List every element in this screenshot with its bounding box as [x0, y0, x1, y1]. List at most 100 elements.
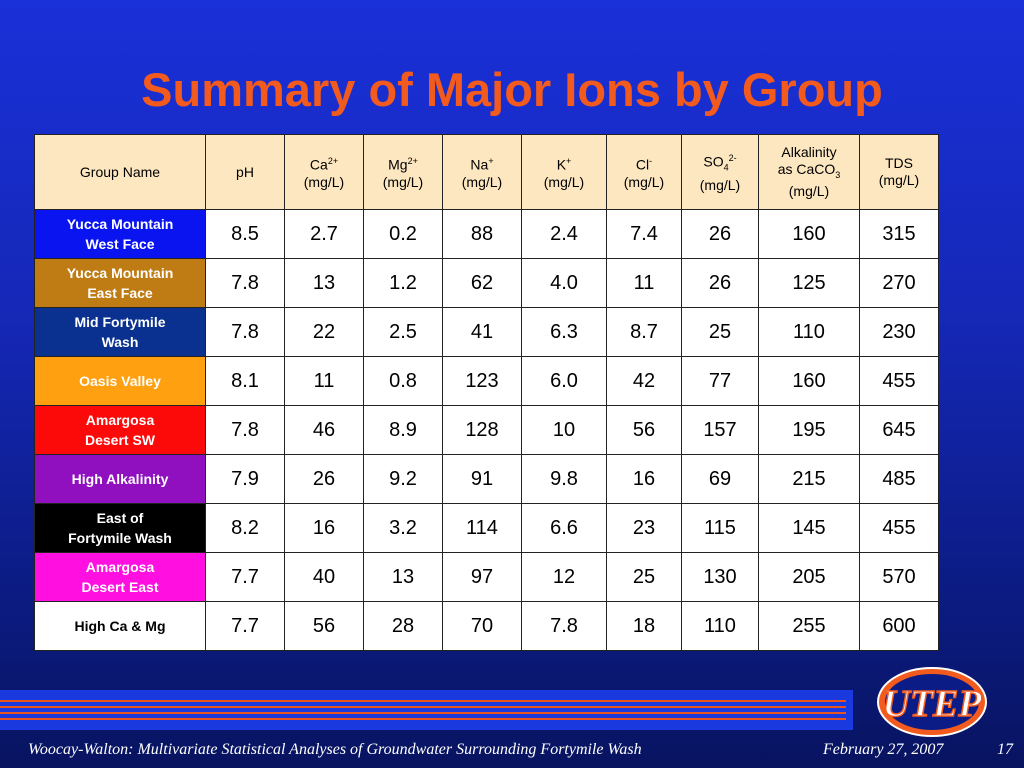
ph-value-cell: 8.1	[205, 356, 285, 406]
alkalinity-value-cell: 125	[758, 258, 860, 308]
group-name-line: Amargosa	[85, 412, 155, 428]
group-name-line: Desert SW	[84, 432, 156, 448]
group-name-line: High Ca & Mg	[74, 618, 166, 634]
tds-value-cell: 600	[859, 601, 939, 651]
group-name-line: East of	[96, 510, 144, 526]
table-header-row: Group Name pH Ca2+ (mg/L) Mg2+ (mg/L) Na+(…	[34, 134, 939, 210]
k-value-cell: 6.6	[521, 503, 607, 553]
page-number: 17	[997, 741, 1013, 758]
k-value-cell: 6.3	[521, 307, 607, 357]
na-value-cell: 88	[442, 209, 522, 259]
group-name-line: Yucca Mountain	[66, 216, 174, 232]
mg-value-cell: 1.2	[363, 258, 443, 308]
na-value-cell: 62	[442, 258, 522, 308]
utep-logo: UTEP	[877, 667, 987, 737]
mg-value-cell: 9.2	[363, 454, 443, 504]
so4-value-cell: 115	[681, 503, 759, 553]
footer-stripe	[0, 712, 846, 714]
so4-value-cell: 69	[681, 454, 759, 504]
table-row: Amargosa Desert East 7.7 40 13 97 12 25 130 205 57…	[34, 552, 939, 602]
ca-value-cell: 56	[284, 601, 364, 651]
ph-value-cell: 7.8	[205, 258, 285, 308]
cl-value-cell: 42	[606, 356, 682, 406]
header-cl: Cl- (mg/L)	[606, 134, 682, 210]
k-value-cell: 10	[521, 405, 607, 455]
slide-title: Summary of Major Ions by Group	[141, 63, 883, 116]
table-row: Yucca Mountain East Face 7.8 13 1.2 62 4.0 11 26…	[34, 258, 939, 308]
logo-text: UTEP	[882, 683, 982, 725]
ph-value-cell: 7.9	[205, 454, 285, 504]
tds-value-cell: 455	[859, 503, 939, 553]
ca-value-cell: 13	[284, 258, 364, 308]
header-group-name: Group Name	[34, 134, 206, 210]
group-name-cell: Amargosa Desert East	[34, 552, 206, 602]
ca-value-cell: 11	[284, 356, 364, 406]
mg-value-cell: 8.9	[363, 405, 443, 455]
so4-value-cell: 77	[681, 356, 759, 406]
ph-value-cell: 8.2	[205, 503, 285, 553]
group-name-cell: Amargosa Desert SW	[34, 405, 206, 455]
footer-stripe	[0, 700, 846, 702]
mg-value-cell: 3.2	[363, 503, 443, 553]
header-mg: Mg2+ (mg/L)	[363, 134, 443, 210]
alkalinity-value-cell: 195	[758, 405, 860, 455]
table-body: Yucca Mountain West Face 8.5 2.7 0.2 88 2.4 7.4…	[34, 209, 939, 651]
table-row: East of Fortymile Wash 8.2 16 3.2 114 6.6 23 115…	[34, 503, 939, 553]
k-value-cell: 9.8	[521, 454, 607, 504]
group-name-line: Wash	[101, 334, 139, 350]
tds-value-cell: 485	[859, 454, 939, 504]
mg-value-cell: 0.8	[363, 356, 443, 406]
group-name-cell: Oasis Valley	[34, 356, 206, 406]
cl-value-cell: 16	[606, 454, 682, 504]
group-name-line: High Alkalinity	[71, 471, 169, 487]
tds-value-cell: 230	[859, 307, 939, 357]
so4-value-cell: 26	[681, 209, 759, 259]
ca-value-cell: 40	[284, 552, 364, 602]
so4-value-cell: 110	[681, 601, 759, 651]
ph-value-cell: 8.5	[205, 209, 285, 259]
ca-value-cell: 2.7	[284, 209, 364, 259]
alkalinity-value-cell: 255	[758, 601, 860, 651]
header-ph: pH	[205, 134, 285, 210]
ph-value-cell: 7.8	[205, 307, 285, 357]
na-value-cell: 41	[442, 307, 522, 357]
na-value-cell: 91	[442, 454, 522, 504]
mg-value-cell: 28	[363, 601, 443, 651]
alkalinity-value-cell: 160	[758, 356, 860, 406]
na-value-cell: 70	[442, 601, 522, 651]
footer-bar	[0, 690, 853, 730]
k-value-cell: 6.0	[521, 356, 607, 406]
group-name-line: Desert East	[81, 579, 159, 595]
group-name-line: Amargosa	[85, 559, 155, 575]
cl-value-cell: 11	[606, 258, 682, 308]
table-row: Oasis Valley 8.1 11 0.8 123 6.0 42 77 160 455	[34, 356, 939, 406]
major-ions-table: Group Name pH Ca2+ (mg/L) Mg2+ (mg/L) Na+(…	[34, 134, 939, 651]
alkalinity-value-cell: 205	[758, 552, 860, 602]
table-row: Amargosa Desert SW 7.8 46 8.9 128 10 56 157 195 64…	[34, 405, 939, 455]
header-na: Na+ (mg/L)	[442, 134, 522, 210]
tds-value-cell: 270	[859, 258, 939, 308]
ph-value-cell: 7.7	[205, 552, 285, 602]
ph-value-cell: 7.7	[205, 601, 285, 651]
alkalinity-value-cell: 145	[758, 503, 860, 553]
group-name-line: Mid Fortymile	[74, 314, 166, 330]
tds-value-cell: 645	[859, 405, 939, 455]
group-name-cell: Yucca Mountain West Face	[34, 209, 206, 259]
ca-value-cell: 16	[284, 503, 364, 553]
group-name-cell: Yucca Mountain East Face	[34, 258, 206, 308]
tds-value-cell: 455	[859, 356, 939, 406]
ca-value-cell: 26	[284, 454, 364, 504]
k-value-cell: 4.0	[521, 258, 607, 308]
na-value-cell: 128	[442, 405, 522, 455]
mg-value-cell: 2.5	[363, 307, 443, 357]
so4-value-cell: 25	[681, 307, 759, 357]
footer-date: February 27, 2007	[823, 741, 944, 758]
header-alkalinity: Alkalinity as CaCO3 (mg/L)	[758, 134, 860, 210]
group-name-line: Fortymile Wash	[68, 530, 172, 546]
k-value-cell: 2.4	[521, 209, 607, 259]
footer-stripe	[0, 718, 846, 720]
so4-value-cell: 130	[681, 552, 759, 602]
tds-value-cell: 570	[859, 552, 939, 602]
so4-value-cell: 157	[681, 405, 759, 455]
alkalinity-value-cell: 215	[758, 454, 860, 504]
